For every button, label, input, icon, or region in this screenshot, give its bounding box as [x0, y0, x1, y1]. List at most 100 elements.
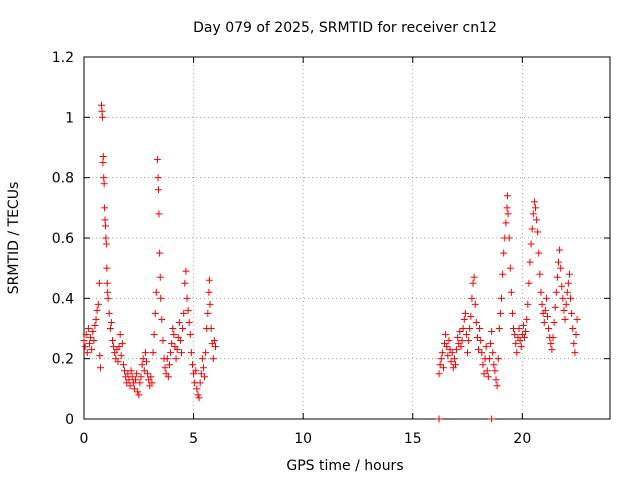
data-point [533, 216, 541, 224]
data-point [96, 364, 104, 372]
data-point [187, 349, 195, 357]
data-point [482, 343, 490, 351]
x-tick-label: 0 [80, 431, 89, 447]
data-point [473, 334, 481, 342]
data-point [153, 156, 161, 164]
data-point [183, 294, 191, 302]
y-tick-label: 0 [65, 412, 74, 428]
data-point [485, 355, 493, 363]
data-point [144, 370, 152, 378]
data-point [117, 352, 125, 360]
data-point [138, 361, 146, 369]
data-point [513, 349, 521, 357]
data-point [178, 349, 186, 357]
data-point [534, 228, 542, 236]
data-point [168, 340, 176, 348]
data-point [529, 210, 537, 218]
data-point [98, 107, 106, 115]
data-point [151, 309, 159, 317]
data-point [136, 379, 144, 387]
data-point [506, 264, 514, 272]
data-point [83, 349, 91, 357]
data-point [530, 198, 538, 206]
data-point [462, 331, 470, 339]
data-point [139, 355, 147, 363]
data-point [472, 318, 480, 326]
data-point [439, 364, 447, 372]
data-point [436, 361, 444, 369]
data-point [185, 318, 193, 326]
data-point [141, 349, 149, 357]
data-point [535, 249, 543, 257]
data-point [150, 331, 158, 339]
data-point [92, 315, 100, 323]
data-point [460, 315, 468, 323]
data-point [152, 288, 160, 296]
data-point [102, 234, 110, 242]
data-point [201, 373, 209, 381]
data-point [164, 373, 172, 381]
data-point [505, 234, 513, 242]
y-tick-label: 0.8 [52, 171, 74, 187]
data-point [207, 325, 215, 332]
data-point [94, 300, 102, 308]
x-tick-label: 5 [189, 431, 198, 447]
data-point [106, 325, 114, 332]
data-point [98, 101, 106, 109]
data-point [448, 349, 456, 357]
data-point [140, 367, 148, 375]
data-point [100, 174, 108, 182]
y-tick-label: 0.6 [52, 231, 74, 247]
data-point [495, 325, 503, 332]
data-point [453, 346, 461, 354]
data-point [173, 346, 181, 354]
data-point [552, 288, 560, 296]
data-point [204, 309, 212, 317]
data-point [119, 361, 127, 369]
data-point [90, 337, 98, 345]
data-point [114, 358, 122, 366]
data-point [81, 343, 89, 351]
x-tick-label: 10 [294, 431, 312, 447]
data-point [88, 346, 96, 354]
data-point [470, 273, 478, 281]
data-point [84, 325, 92, 332]
data-point [103, 279, 111, 287]
data-point [491, 367, 499, 375]
data-point [156, 273, 164, 281]
data-point [155, 186, 163, 194]
data-point [179, 325, 187, 332]
data-point [128, 373, 136, 381]
data-point [561, 315, 569, 323]
data-point [549, 334, 557, 342]
data-point [193, 385, 201, 393]
data-point [115, 343, 123, 351]
data-point [465, 337, 473, 345]
data-point [454, 334, 462, 342]
data-point [521, 334, 529, 342]
data-point [456, 328, 464, 336]
x-tick-label: 20 [513, 431, 531, 447]
data-point [484, 373, 492, 381]
data-point [494, 355, 502, 363]
data-point [158, 315, 166, 323]
data-point [98, 113, 106, 121]
data-point [188, 361, 196, 369]
data-point [573, 315, 581, 323]
data-point [559, 294, 567, 302]
data-point [170, 331, 178, 339]
data-point [565, 270, 573, 278]
data-point [519, 321, 527, 329]
data-point [197, 370, 205, 378]
data-point [567, 294, 575, 302]
data-point [540, 318, 548, 326]
data-point [524, 300, 532, 308]
data-point [511, 331, 519, 339]
data-point [182, 267, 190, 275]
data-point [512, 340, 520, 348]
data-point [531, 204, 539, 212]
data-point [105, 309, 113, 317]
data-point [445, 337, 453, 345]
data-point [499, 270, 507, 278]
